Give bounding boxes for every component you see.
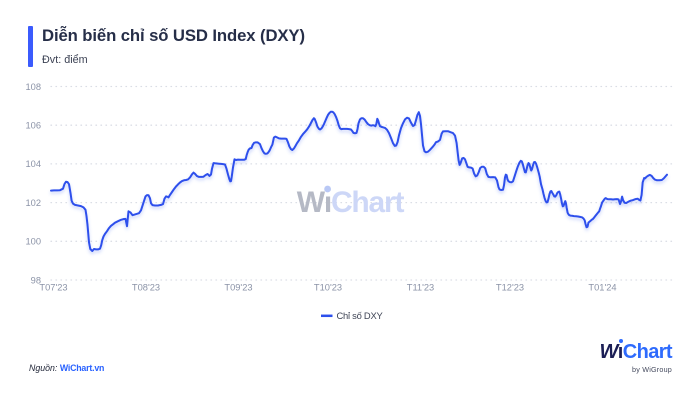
y-tick-106: 106 <box>25 121 41 131</box>
chart-header: Diễn biến chỉ số USD Index (DXY) Đvt: đi… <box>28 26 305 67</box>
logo-subtext: by WiGroup <box>632 364 672 374</box>
chart-legend[interactable]: Chỉ số DXY <box>321 310 384 321</box>
wichart-logo[interactable]: Wı Chart by WiGroup <box>599 338 673 374</box>
y-tick-108: 108 <box>25 82 41 92</box>
x-tick-T08'23: T08'23 <box>132 282 160 292</box>
y-tick-98: 98 <box>31 275 41 285</box>
y-axis-labels: 98 100 102 104 106 108 <box>25 82 41 285</box>
x-tick-T12'23: T12'23 <box>496 282 524 292</box>
source-line: Nguồn: WiChart.vn <box>29 363 104 373</box>
wichart-logo-text: Wı Chart <box>599 338 673 363</box>
watermark-wichart: WıChart <box>297 186 405 219</box>
logo-letter-i: ı <box>618 338 624 363</box>
logo-i-dot <box>618 338 624 343</box>
x-tick-T09'23: T09'23 <box>224 282 252 292</box>
logo-letter-w: W <box>599 341 619 363</box>
dxy-series-line <box>50 110 668 252</box>
source-prefix: Nguồn: <box>29 363 58 373</box>
unit-label: Đvt: điểm <box>42 53 88 66</box>
page-title: Diễn biến chỉ số USD Index (DXY) <box>42 26 305 45</box>
x-axis-labels: T07'23 T08'23 T09'23 T10'23 T11'23 T12'23 T01'… <box>39 282 616 292</box>
x-tick-T10'23: T10'23 <box>314 282 342 292</box>
x-tick-T07'23: T07'23 <box>39 282 67 292</box>
y-tick-104: 104 <box>25 159 41 169</box>
source-link[interactable]: WiChart.vn <box>59 363 105 373</box>
legend-label: Chỉ số DXY <box>337 310 384 321</box>
title-accent-bar <box>28 26 33 67</box>
x-tick-T01'24: T01'24 <box>588 282 616 292</box>
horizontal-gridlines <box>50 85 677 281</box>
y-tick-102: 102 <box>25 198 41 208</box>
y-tick-100: 100 <box>25 237 41 247</box>
x-tick-T11'23: T11'23 <box>407 282 434 292</box>
logo-chart-text: Chart <box>622 341 673 363</box>
watermark-i-dot <box>324 185 331 193</box>
